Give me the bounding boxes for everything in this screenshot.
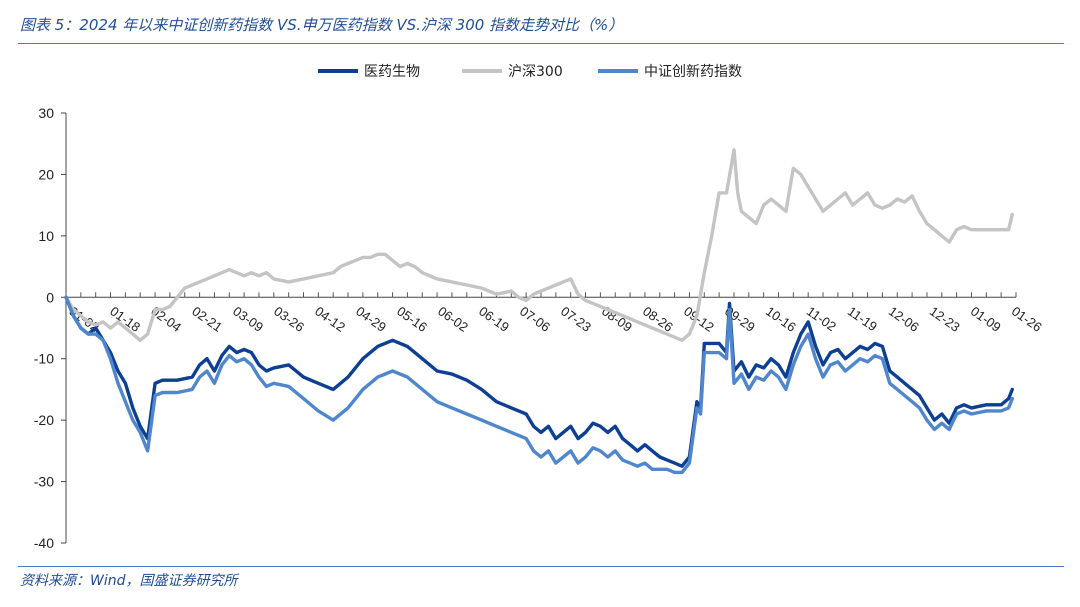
chart-caption: 图表 5：2024 年以来中证创新药指数 VS.申万医药指数 VS.沪深 300… — [20, 16, 624, 34]
x-tick-label: 02-21 — [189, 303, 225, 334]
x-tick-label: 05-16 — [394, 303, 430, 334]
x-tick-label: 01-18 — [107, 303, 143, 334]
legend-label: 中证创新药指数 — [644, 64, 742, 80]
x-tick-label: 06-19 — [476, 303, 512, 334]
x-tick-label: 06-02 — [435, 303, 471, 334]
x-axis: 01-02 01-18 02-04 02-21 03-09 03-26 04-12 04-29… — [65, 292, 1045, 335]
x-tick-label: 04-12 — [312, 303, 348, 334]
source-rule — [18, 566, 1064, 567]
caption-rule — [18, 43, 1064, 44]
y-tick-label: -10 — [34, 351, 54, 367]
series-lines — [64, 148, 1014, 475]
series-line-2 — [64, 295, 1014, 475]
x-tick-label: 11-19 — [845, 303, 880, 334]
x-tick-label: 10-16 — [763, 303, 799, 334]
series-line-0 — [64, 295, 1014, 468]
x-tick-label: 07-06 — [517, 303, 553, 334]
x-tick-label: 03-09 — [230, 303, 266, 334]
x-tick-label: 04-29 — [353, 303, 389, 334]
y-axis: -40 -30 -20 -10 0 10 20 30 — [34, 105, 67, 551]
source-note: 资料来源：Wind，国盛证券研究所 — [20, 573, 238, 589]
y-tick-label: 0 — [46, 289, 54, 305]
x-tick-label: 01-26 — [1009, 303, 1045, 334]
x-tick-label: 12-06 — [886, 303, 922, 334]
x-tick-label: 03-26 — [271, 303, 307, 334]
legend: 医药生物 沪深300 中证创新药指数 — [318, 64, 742, 80]
y-tick-label: -20 — [34, 412, 54, 428]
x-tick-label: 07-23 — [558, 303, 594, 334]
x-tick-label: 12-23 — [927, 303, 963, 334]
y-tick-label: 10 — [38, 228, 54, 244]
y-tick-label: -30 — [34, 474, 54, 490]
y-tick-label: 20 — [38, 166, 54, 182]
legend-label: 医药生物 — [364, 64, 420, 80]
y-tick-label: -40 — [34, 535, 54, 551]
x-tick-label: 01-09 — [968, 303, 1004, 334]
y-tick-label: 30 — [38, 105, 54, 121]
legend-label: 沪深300 — [508, 64, 563, 80]
series-line-1 — [64, 148, 1014, 342]
